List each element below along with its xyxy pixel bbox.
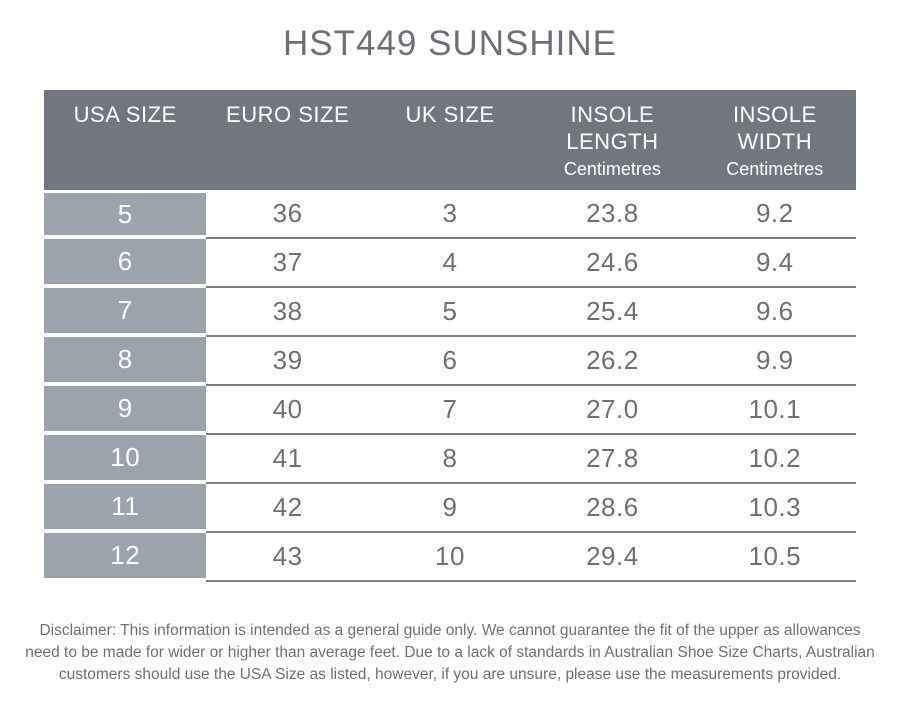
euro-size-cell: 42 — [206, 484, 369, 533]
size-row: 9 40 7 27.0 10.1 — [44, 386, 856, 435]
header-label: EURO SIZE — [226, 102, 350, 127]
disclaimer-line: customers should use the USA Size as lis… — [58, 666, 842, 683]
header-label: UK SIZE — [405, 102, 495, 127]
table-header-row: USA SIZE EURO SIZE UK SIZE INSOLE LENGTH… — [44, 90, 856, 190]
euro-size-cell: 38 — [206, 288, 369, 337]
size-table: USA SIZE EURO SIZE UK SIZE INSOLE LENGTH… — [44, 90, 856, 582]
insole-width-cell: 9.9 — [693, 337, 856, 386]
header-sub-label: Centimetres — [726, 159, 824, 179]
usa-size-cell: 6 — [44, 239, 207, 288]
usa-size-cell: 5 — [44, 190, 207, 239]
insole-width-cell: 10.2 — [693, 435, 856, 484]
size-row: 10 41 8 27.8 10.2 — [44, 435, 856, 484]
uk-size-cell: 3 — [368, 190, 532, 239]
usa-size-cell: 8 — [44, 337, 207, 386]
euro-size-cell: 41 — [206, 435, 369, 484]
euro-size-cell: 40 — [206, 386, 369, 435]
header-sub-label: Centimetres — [563, 159, 661, 179]
header-label: INSOLE WIDTH — [732, 102, 817, 154]
size-row: 11 42 9 28.6 10.3 — [44, 484, 856, 533]
insole-width-cell: 10.3 — [693, 484, 856, 533]
disclaimer-text: Disclaimer: This information is intended… — [0, 620, 900, 686]
euro-size-cell: 39 — [206, 337, 369, 386]
uk-size-cell: 8 — [368, 435, 532, 484]
size-row: 8 39 6 26.2 9.9 — [44, 337, 856, 386]
disclaimer-line: need to be made for wider or higher than… — [25, 644, 875, 661]
insole-length-cell: 27.0 — [531, 386, 694, 435]
uk-size-cell: 4 — [368, 239, 532, 288]
insole-length-cell: 23.8 — [531, 190, 694, 239]
insole-width-cell: 9.6 — [693, 288, 856, 337]
size-row: 6 37 4 24.6 9.4 — [44, 239, 856, 288]
header-cell-usa-size: USA SIZE — [44, 90, 206, 190]
euro-size-cell: 37 — [206, 239, 369, 288]
insole-width-cell: 9.4 — [693, 239, 856, 288]
usa-size-cell: 12 — [44, 533, 207, 582]
header-cell-uk-size: UK SIZE — [369, 90, 531, 190]
insole-length-cell: 26.2 — [531, 337, 694, 386]
uk-size-cell: 9 — [368, 484, 532, 533]
uk-size-cell: 7 — [368, 386, 532, 435]
uk-size-cell: 10 — [368, 533, 532, 582]
euro-size-cell: 36 — [206, 190, 369, 239]
header-label: INSOLE LENGTH — [566, 102, 659, 154]
uk-size-cell: 5 — [368, 288, 532, 337]
header-cell-euro-size: EURO SIZE — [206, 90, 368, 190]
insole-length-cell: 24.6 — [531, 239, 694, 288]
disclaimer-line: Disclaimer: This information is intended… — [39, 622, 861, 639]
insole-length-cell: 25.4 — [531, 288, 694, 337]
euro-size-cell: 43 — [206, 533, 369, 582]
header-cell-insole-length: INSOLE LENGTH Centimetres — [531, 90, 693, 190]
table-body: 5 36 3 23.8 9.2 6 37 4 24.6 9.4 7 38 5 25.4 9.6 8 39 6 26.… — [44, 190, 856, 582]
insole-width-cell: 9.2 — [693, 190, 856, 239]
uk-size-cell: 6 — [368, 337, 532, 386]
insole-length-cell: 27.8 — [531, 435, 694, 484]
page-title: HST449 SUNSHINE — [283, 24, 617, 63]
header-label: USA SIZE — [73, 102, 177, 127]
size-row: 5 36 3 23.8 9.2 — [44, 190, 856, 239]
usa-size-cell: 9 — [44, 386, 207, 435]
size-row: 12 43 10 29.4 10.5 — [44, 533, 856, 582]
insole-width-cell: 10.5 — [693, 533, 856, 582]
usa-size-cell: 11 — [44, 484, 207, 533]
insole-length-cell: 28.6 — [531, 484, 694, 533]
header-cell-insole-width: INSOLE WIDTH Centimetres — [694, 90, 856, 190]
size-row: 7 38 5 25.4 9.6 — [44, 288, 856, 337]
insole-length-cell: 29.4 — [531, 533, 694, 582]
usa-size-cell: 7 — [44, 288, 207, 337]
usa-size-cell: 10 — [44, 435, 207, 484]
insole-width-cell: 10.1 — [693, 386, 856, 435]
